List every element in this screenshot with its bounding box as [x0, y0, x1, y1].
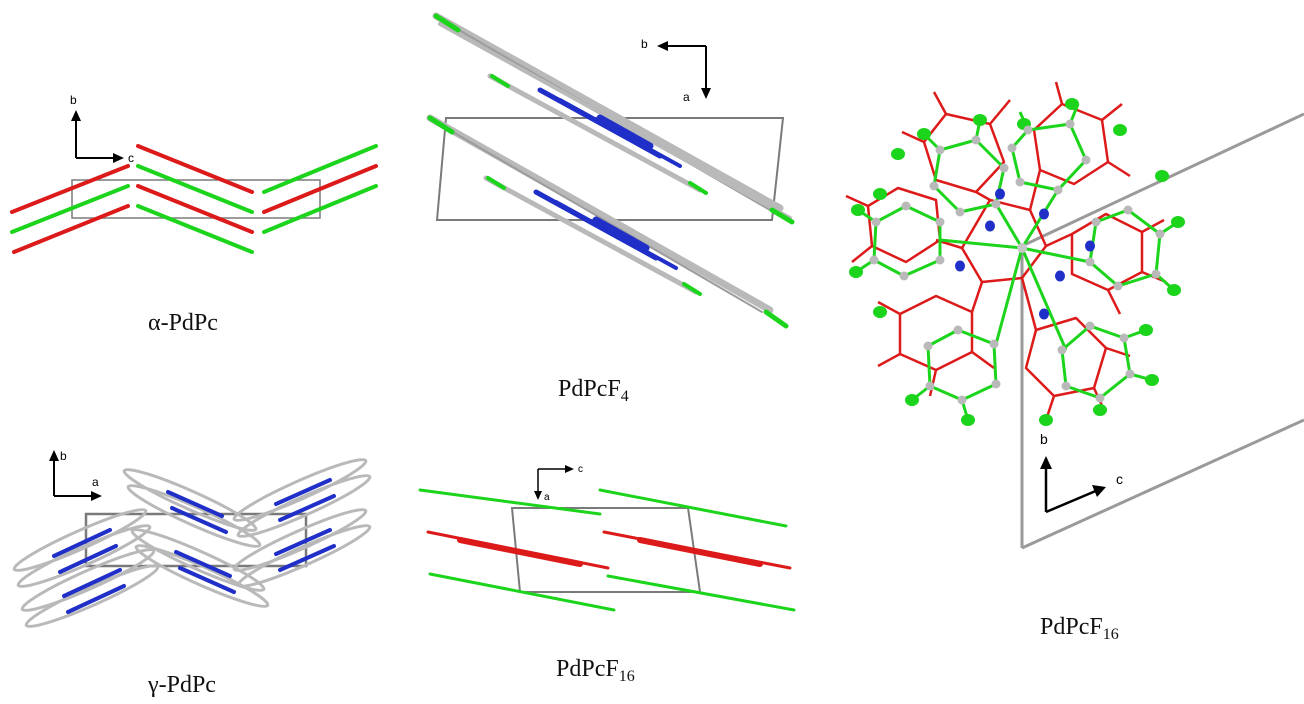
molecule-stack-upper	[432, 12, 795, 225]
alpha-pdpc-panel: b c	[10, 93, 378, 254]
caption-pdpcf16-side: PdPcF16	[556, 656, 635, 686]
axis-indicator: c a	[534, 464, 583, 503]
pdpcf4-panel: b a	[426, 12, 795, 329]
caption-alpha-pdpc: α-PdPc	[148, 310, 218, 337]
unit-cell	[435, 117, 785, 221]
herringbone-stacks	[12, 458, 372, 628]
molecule-rows	[418, 488, 796, 612]
axis-label-b: b	[60, 449, 67, 463]
molecule-stack-middle	[136, 144, 254, 254]
axis-label-a: a	[92, 475, 99, 489]
axis-label-c: c	[578, 464, 583, 475]
axis-label-c: c	[128, 151, 134, 165]
gamma-pdpc-panel: b a	[12, 449, 372, 628]
axis-label-c: c	[1116, 471, 1123, 487]
molecule-stack-lower	[426, 114, 789, 329]
axis-indicator: b a	[641, 37, 711, 104]
caption-text: γ-PdPc	[148, 672, 216, 698]
atoms	[849, 98, 1185, 426]
caption-main: PdPcF	[556, 656, 619, 682]
axis-label-b: b	[1040, 431, 1048, 447]
axis-label-b: b	[70, 93, 77, 107]
caption-text: α-PdPc	[148, 310, 218, 336]
caption-main: PdPcF	[558, 376, 621, 402]
axis-label-a: a	[683, 90, 690, 104]
caption-subscript: 16	[618, 668, 635, 685]
axis-label-b: b	[641, 37, 648, 51]
caption-subscript: 4	[620, 388, 629, 405]
caption-gamma-pdpc: γ-PdPc	[148, 672, 216, 699]
caption-pdpcf16-top: PdPcF16	[1040, 614, 1119, 644]
axis-label-a: a	[544, 492, 550, 503]
pdpcf16-side-panel: c a	[418, 464, 796, 612]
caption-subscript: 16	[1102, 626, 1119, 643]
molecule-stack-left	[10, 164, 130, 254]
axis-indicator: b c	[70, 93, 134, 165]
molecule-stack-right	[262, 144, 378, 234]
caption-pdpcf4: PdPcF4	[558, 376, 629, 406]
pdpcf16-top-panel: b c	[845, 81, 1304, 550]
axis-indicator: b c	[1040, 431, 1123, 514]
unit-cell	[71, 179, 321, 219]
axis-indicator: b a	[49, 449, 102, 501]
unit-cell	[510, 507, 702, 593]
caption-main: PdPcF	[1040, 614, 1103, 640]
